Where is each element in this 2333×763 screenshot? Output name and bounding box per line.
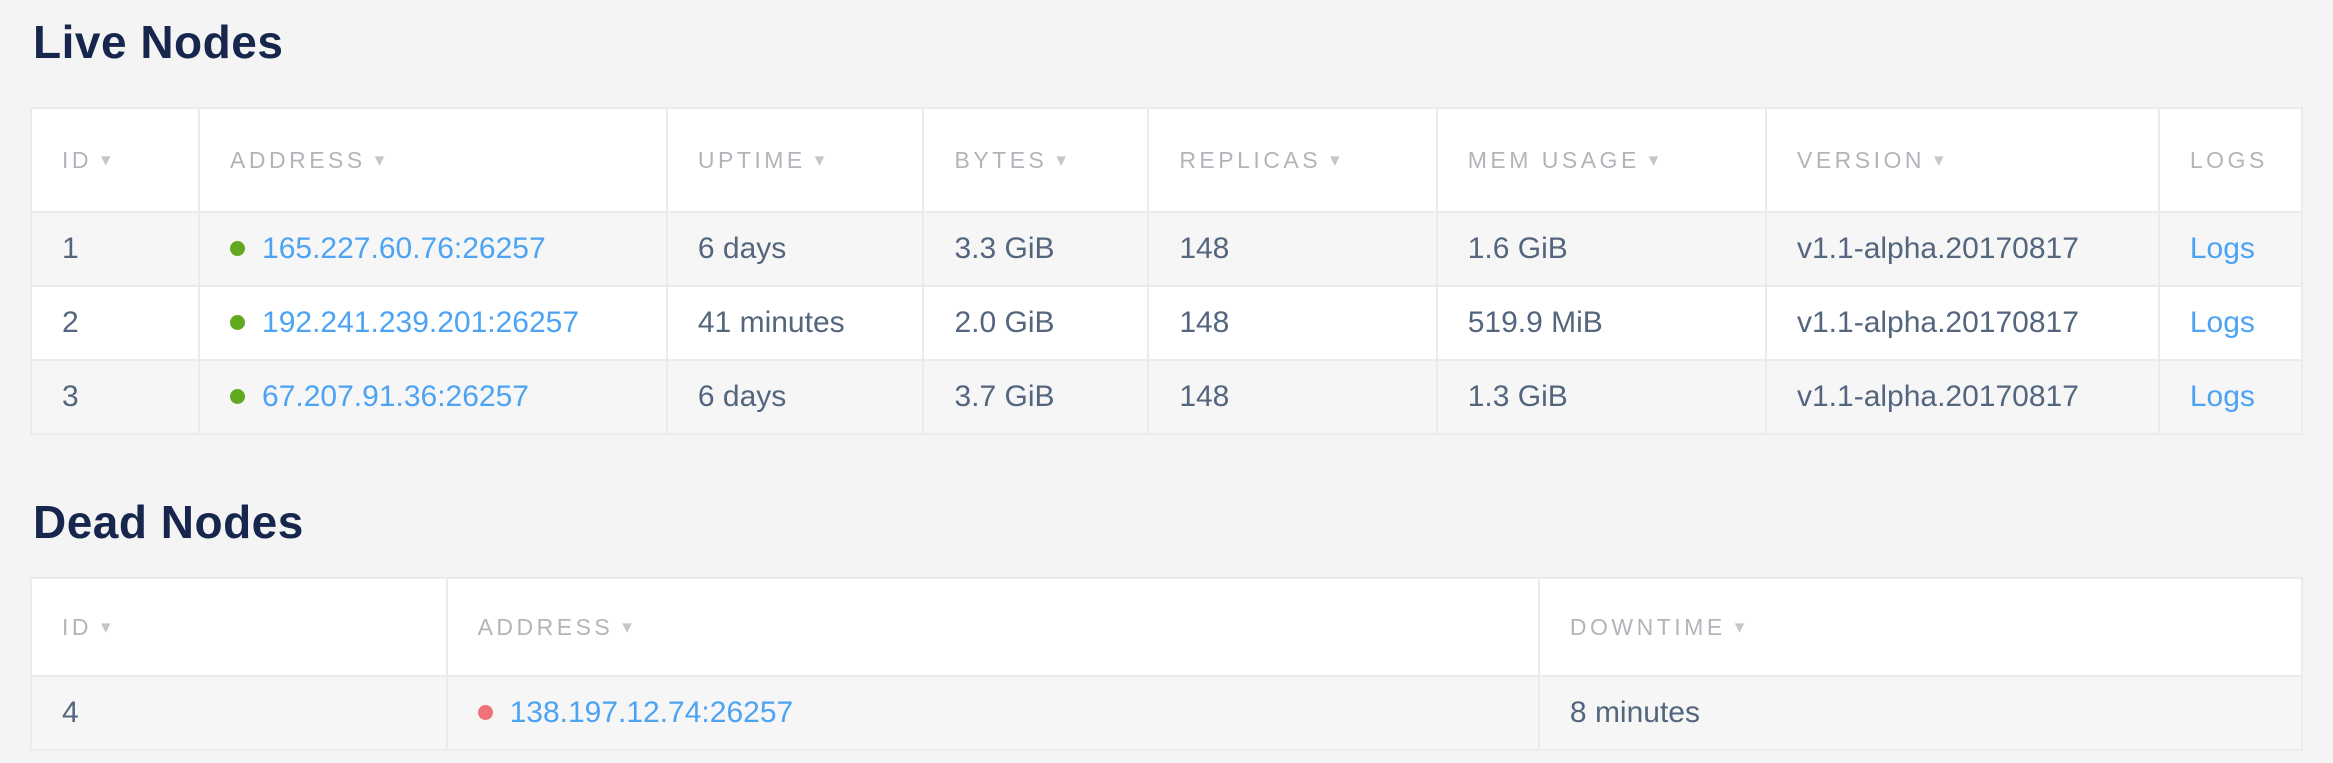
node-mem-usage-cell: 519.9 MiB	[1435, 285, 1768, 361]
column-header-address[interactable]: ADDRESS ▾	[445, 577, 1540, 677]
node-version-cell: v1.1-alpha.20170817	[1765, 359, 2160, 435]
node-address-link[interactable]: 138.197.12.74:26257	[509, 696, 794, 729]
live-status-icon	[230, 241, 246, 256]
column-header-label: UPTIME	[697, 146, 806, 173]
node-address-cell: 138.197.12.74:26257	[445, 675, 1540, 751]
node-logs-cell: Logs	[2157, 211, 2304, 287]
node-version-cell: v1.1-alpha.20170817	[1765, 211, 2160, 287]
dead-nodes-table: ID ▾ ADDRESS ▾ DOWNTIME ▾ 4 138.197.12.74:2…	[30, 577, 2304, 751]
node-bytes-cell: 3.7 GiB	[922, 359, 1150, 435]
table-row: 3 67.207.91.36:26257 6 days 3.7 GiB 148 …	[29, 359, 2304, 435]
node-logs-cell: Logs	[2157, 359, 2304, 435]
sort-arrow-icon[interactable]: ▾	[1056, 149, 1066, 171]
node-version-cell: v1.1-alpha.20170817	[1765, 285, 2160, 361]
node-address-cell: 192.241.239.201:26257	[198, 285, 668, 361]
column-header-replicas[interactable]: REPLICAS ▾	[1147, 107, 1438, 213]
column-header-label: VERSION	[1797, 146, 1926, 173]
logs-link[interactable]: Logs	[2189, 306, 2255, 339]
column-header-label: ID	[62, 146, 92, 173]
logs-link[interactable]: Logs	[2189, 232, 2255, 265]
node-bytes-cell: 3.3 GiB	[922, 211, 1150, 287]
sort-arrow-icon[interactable]: ▾	[622, 616, 632, 638]
node-bytes-cell: 2.0 GiB	[922, 285, 1150, 361]
column-header-bytes[interactable]: BYTES ▾	[922, 107, 1150, 213]
node-downtime-cell: 8 minutes	[1537, 675, 2304, 751]
sort-arrow-icon[interactable]: ▾	[1934, 149, 1944, 171]
sort-arrow-icon[interactable]: ▾	[1648, 149, 1659, 171]
table-row: 1 165.227.60.76:26257 6 days 3.3 GiB 148…	[29, 211, 2304, 287]
column-header-label: MEM USAGE	[1467, 146, 1640, 173]
sort-arrow-icon[interactable]: ▾	[1330, 149, 1340, 171]
sort-arrow-icon[interactable]: ▾	[101, 616, 111, 638]
column-header-logs: LOGS	[2157, 107, 2304, 213]
node-uptime-cell: 41 minutes	[665, 285, 925, 361]
live-status-icon	[230, 315, 246, 330]
column-header-uptime[interactable]: UPTIME ▾	[665, 107, 925, 213]
column-header-version[interactable]: VERSION ▾	[1765, 107, 2160, 213]
column-header-id[interactable]: ID ▾	[30, 577, 448, 677]
node-mem-usage-cell: 1.3 GiB	[1435, 359, 1768, 435]
logs-link[interactable]: Logs	[2189, 380, 2255, 413]
dead-nodes-title: Dead Nodes	[33, 496, 304, 548]
node-uptime-cell: 6 days	[665, 359, 925, 435]
live-status-icon	[230, 389, 246, 404]
node-address-cell: 67.207.91.36:26257	[198, 359, 668, 435]
node-id-cell: 3	[29, 359, 201, 435]
node-replicas-cell: 148	[1147, 359, 1438, 435]
node-logs-cell: Logs	[2157, 285, 2304, 361]
table-row: 2 192.241.239.201:26257 41 minutes 2.0 G…	[29, 285, 2304, 361]
column-header-label: ID	[62, 613, 92, 640]
table-row: 4 138.197.12.74:26257 8 minutes	[30, 675, 2304, 751]
column-header-label: REPLICAS	[1179, 146, 1322, 173]
node-replicas-cell: 148	[1147, 285, 1438, 361]
live-table-header-row: ID ▾ ADDRESS ▾ UPTIME ▾ BYTES ▾ REPLICAS ▾ ME…	[29, 107, 2304, 213]
column-header-mem-usage[interactable]: MEM USAGE ▾	[1435, 107, 1768, 213]
node-address-link[interactable]: 67.207.91.36:26257	[262, 380, 529, 413]
sort-arrow-icon[interactable]: ▾	[374, 149, 385, 171]
node-id-cell: 2	[29, 285, 201, 361]
column-header-label: DOWNTIME	[1569, 613, 1726, 640]
sort-arrow-icon[interactable]: ▾	[814, 149, 825, 171]
node-address-link[interactable]: 192.241.239.201:26257	[262, 306, 580, 339]
sort-arrow-icon[interactable]: ▾	[1734, 616, 1745, 638]
live-nodes-table: ID ▾ ADDRESS ▾ UPTIME ▾ BYTES ▾ REPLICAS ▾ ME…	[29, 107, 2304, 435]
column-header-label: LOGS	[2189, 146, 2268, 173]
node-uptime-cell: 6 days	[665, 211, 925, 287]
node-id-cell: 1	[29, 211, 201, 287]
node-address-cell: 165.227.60.76:26257	[198, 211, 668, 287]
dead-table-header-row: ID ▾ ADDRESS ▾ DOWNTIME ▾	[30, 577, 2304, 677]
sort-arrow-icon[interactable]: ▾	[101, 149, 111, 171]
live-nodes-title: Live Nodes	[33, 16, 284, 68]
column-header-id[interactable]: ID ▾	[29, 107, 201, 213]
node-mem-usage-cell: 1.6 GiB	[1435, 211, 1768, 287]
column-header-downtime[interactable]: DOWNTIME ▾	[1537, 577, 2304, 677]
node-id-cell: 4	[30, 675, 448, 751]
dead-status-icon	[477, 705, 493, 720]
node-address-link[interactable]: 165.227.60.76:26257	[262, 232, 546, 265]
node-replicas-cell: 148	[1147, 211, 1438, 287]
column-header-label: ADDRESS	[230, 146, 366, 173]
column-header-label: ADDRESS	[477, 613, 614, 640]
column-header-address[interactable]: ADDRESS ▾	[198, 107, 668, 213]
column-header-label: BYTES	[954, 146, 1048, 173]
